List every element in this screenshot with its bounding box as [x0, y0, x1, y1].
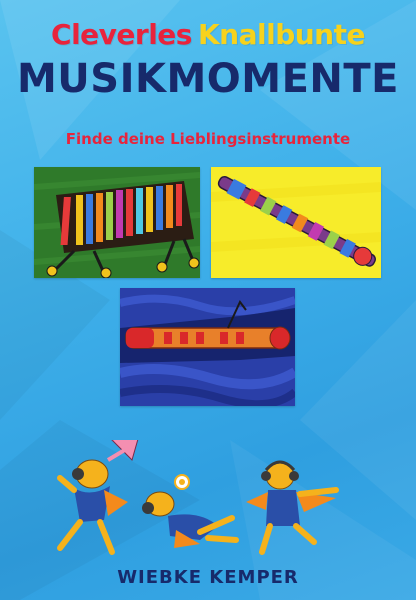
character-trumpet-player: [57, 440, 139, 555]
cartoon-characters: [57, 440, 339, 555]
title-line-1: Cleverles Knallbunte: [0, 18, 416, 51]
flute-drawing: [211, 167, 381, 278]
subtitle: Finde deine Lieblingsinstrumente: [65, 130, 351, 148]
title-main: MUSIKMOMENTE: [17, 56, 399, 102]
author-name: WIEBKE KEMPER: [117, 567, 299, 588]
character-relaxing: [142, 474, 239, 548]
character-dancer: [246, 460, 339, 555]
title-word-cleverles: Cleverles: [51, 18, 192, 51]
recorder-drawing: [120, 288, 295, 406]
title-word-knallbunte: Knallbunte: [197, 18, 366, 51]
xylophone-drawing: [34, 167, 200, 278]
